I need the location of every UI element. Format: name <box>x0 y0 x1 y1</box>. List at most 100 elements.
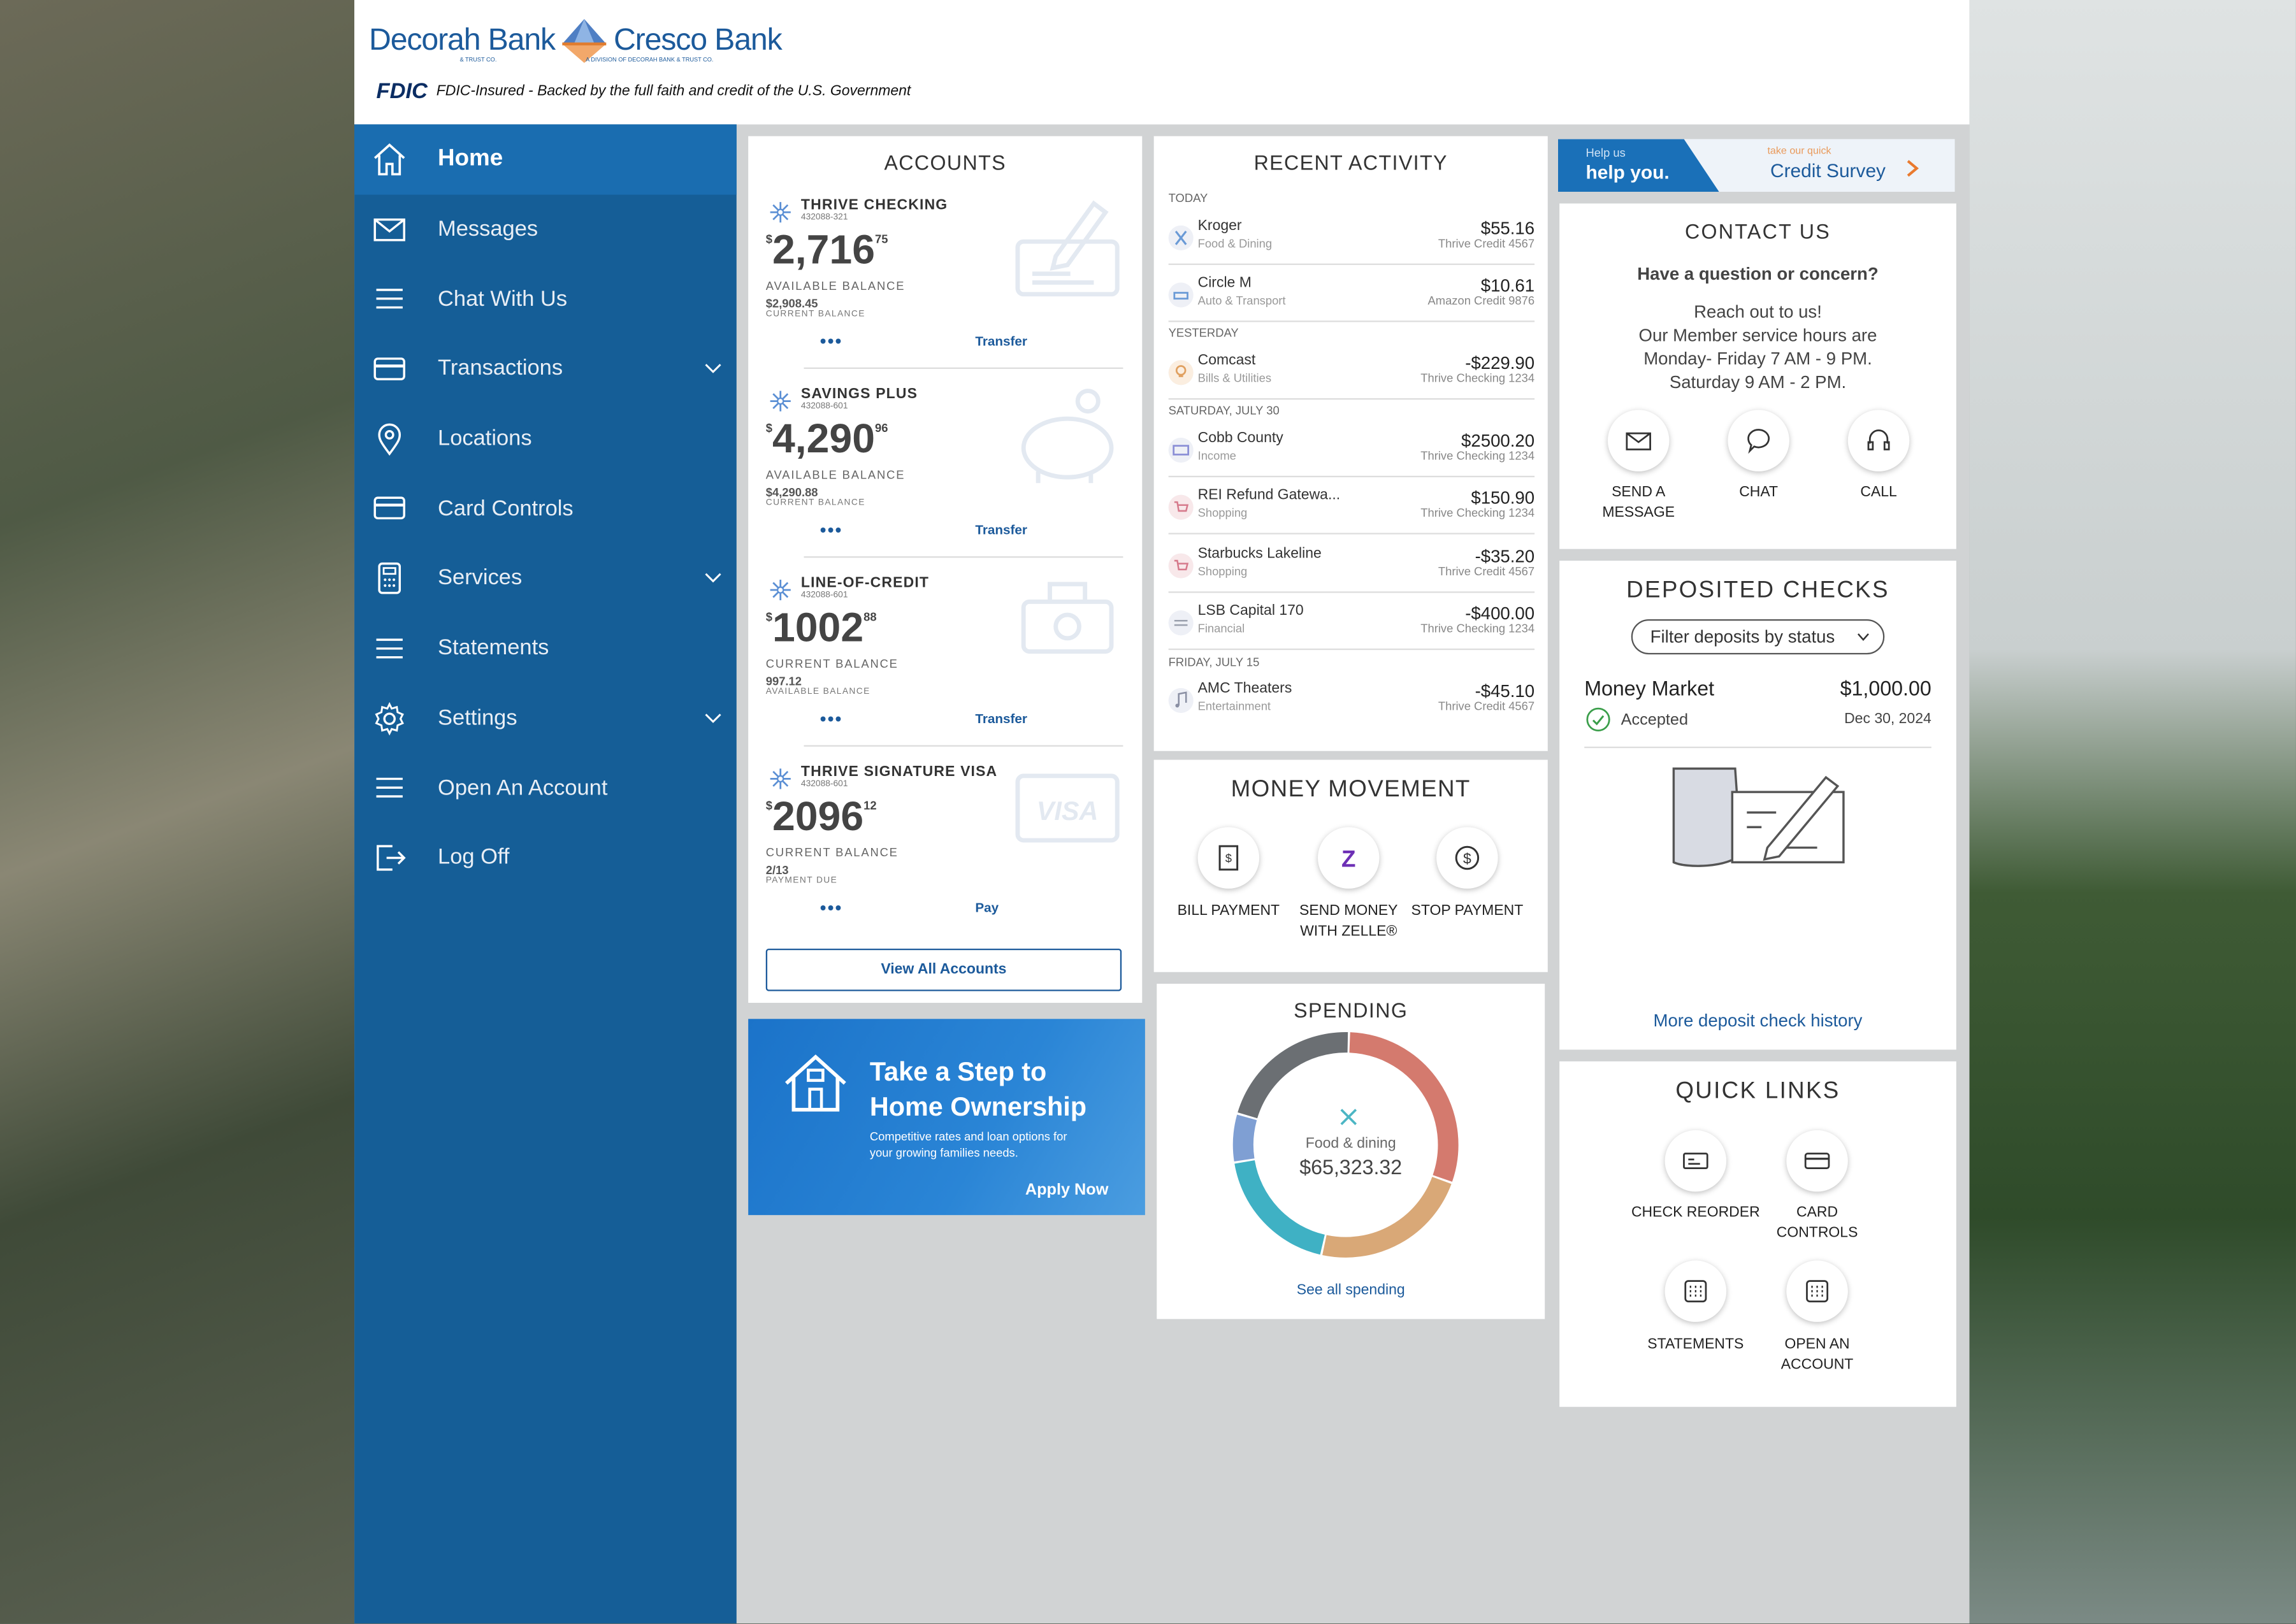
group-label: TODAY <box>1168 192 1208 205</box>
transfer-link[interactable]: Transfer <box>975 522 1027 538</box>
transaction-row[interactable]: Starbucks Lakeline Shopping -$35.20 Thri… <box>1168 546 1535 603</box>
transaction-row[interactable]: REI Refund Gatewa... Shopping $150.90 Th… <box>1168 487 1535 545</box>
more-options-button[interactable]: ••• <box>819 897 843 918</box>
brand-sub-2: A DIVISION OF DECORAH BANK & TRUST CO. <box>586 55 714 63</box>
amount: -$400.00 <box>1465 603 1535 624</box>
sidebar-item-card-controls[interactable]: Card Controls <box>354 473 737 543</box>
account-balance: $2,716 75 <box>765 227 888 273</box>
chevron-down-icon[interactable] <box>704 568 722 586</box>
send-message-button[interactable] <box>1607 410 1670 471</box>
category: Entertainment <box>1197 700 1271 714</box>
accounts-title: ACCOUNTS <box>884 150 1006 175</box>
sidebar-item-chat[interactable]: Chat With Us <box>354 264 737 334</box>
source-account: Thrive Credit 4567 <box>1438 237 1535 250</box>
transfer-link[interactable]: Transfer <box>975 711 1027 726</box>
secondary-label: PAYMENT DUE <box>765 877 838 886</box>
amount: $2500.20 <box>1461 430 1535 451</box>
sidebar-item-locations[interactable]: Locations <box>354 404 737 474</box>
chevron-down-icon <box>1857 633 1869 642</box>
sidebar-item-statements[interactable]: Statements <box>354 613 737 683</box>
transfer-link[interactable]: Transfer <box>975 333 1027 349</box>
music-icon <box>1168 687 1194 714</box>
spending-segment[interactable] <box>1232 1114 1257 1162</box>
open-account-label: OPEN AN ACCOUNT <box>1780 1336 1854 1374</box>
spending-segment[interactable] <box>1322 1176 1452 1258</box>
grid-icon <box>1684 1280 1707 1303</box>
exchange-icon <box>1168 610 1194 636</box>
sidebar-item-log-off[interactable]: Log Off <box>354 823 737 893</box>
filter-status-dropdown[interactable]: Filter deposits by status <box>1631 619 1885 655</box>
account-item[interactable]: THRIVE SIGNATURE VISA 432088-601 $2096 12… <box>766 764 1123 937</box>
more-options-button[interactable]: ••• <box>819 519 843 540</box>
chat-button[interactable] <box>1728 410 1789 471</box>
transaction-row[interactable]: AMC Theaters Entertainment -$45.10 Thriv… <box>1168 680 1535 738</box>
stop-payment-button[interactable]: $ <box>1436 827 1498 889</box>
chevron-down-icon[interactable] <box>704 708 722 726</box>
more-options-button[interactable]: ••• <box>819 331 843 352</box>
sidebar-item-messages[interactable]: Messages <box>354 194 737 264</box>
bill-icon: $ <box>1218 845 1239 871</box>
fdic-notice: FDIC FDIC-Insured - Backed by the full f… <box>377 79 911 104</box>
merchant: LSB Capital 170 <box>1197 603 1304 619</box>
recent-activity-card: RECENT ACTIVITY TODAY Kroger Food & Dini… <box>1153 136 1548 751</box>
account-item[interactable]: LINE-OF-CREDIT 432088-601 $1002 88 CURREN… <box>766 575 1123 748</box>
merchant: Starbucks Lakeline <box>1197 546 1322 563</box>
zelle-label: SEND MONEY WITH ZELLE® <box>1299 903 1398 940</box>
transaction-row[interactable]: Cobb County Income $2500.20 Thrive Check… <box>1168 430 1535 488</box>
bill-payment-button[interactable]: $ <box>1197 827 1260 889</box>
deposit-status: Accepted <box>1621 711 1689 729</box>
account-number: 432088-601 <box>800 780 848 789</box>
more-options-button[interactable]: ••• <box>819 708 843 729</box>
sidebar-item-home[interactable]: Home <box>354 124 737 194</box>
contact-us-card: CONTACT US Have a question or concern? R… <box>1559 203 1956 549</box>
sidebar-item-label: Messages <box>438 217 538 242</box>
deposit-history-link[interactable]: More deposit check history <box>1653 1010 1863 1031</box>
sidebar-item-transactions[interactable]: Transactions <box>354 334 737 404</box>
account-balance: $4,290 96 <box>765 415 888 461</box>
chevron-down-icon[interactable] <box>704 359 722 377</box>
secondary-balance: 2/13 <box>765 863 789 877</box>
source-account: Thrive Credit 4567 <box>1438 700 1535 714</box>
accounts-card: ACCOUNTS THRIVE CHECKING 432088-321 $2,7… <box>748 136 1143 1003</box>
sidebar-item-settings[interactable]: Settings <box>354 683 737 753</box>
credit-survey-banner[interactable]: Help us help you. take our quick Credit … <box>1557 139 1955 192</box>
see-all-spending-link[interactable]: See all spending <box>1296 1282 1405 1299</box>
bank-logo[interactable]: Decorah Bank Cresco Bank & TRUST CO. A D… <box>369 11 783 70</box>
account-item[interactable]: THRIVE CHECKING 432088-321 $2,716 75 AVAI… <box>766 198 1123 370</box>
app-window: Decorah Bank Cresco Bank & TRUST CO. A D… <box>354 0 1970 1624</box>
account-item[interactable]: SAVINGS PLUS 432088-601 $4,290 96 AVAILAB… <box>766 387 1123 559</box>
spending-segment[interactable] <box>1234 1160 1325 1255</box>
transaction-row[interactable]: Kroger Food & Dining $55.16 Thrive Credi… <box>1168 218 1535 275</box>
card-icon <box>373 357 405 380</box>
check-reorder-button[interactable] <box>1664 1130 1727 1192</box>
spending-donut[interactable] <box>1224 1028 1467 1262</box>
home-ownership-promo[interactable]: Take a Step to Home Ownership Competitiv… <box>748 1019 1145 1216</box>
brand-sub-1: & TRUST CO. <box>459 55 497 63</box>
transaction-row[interactable]: Comcast Bills & Utilities -$229.90 Thriv… <box>1168 353 1535 410</box>
car-icon <box>1168 282 1194 308</box>
chevron-right-icon <box>1907 160 1919 177</box>
sidebar-item-open-account[interactable]: Open An Account <box>354 753 737 823</box>
view-all-accounts-button[interactable]: View All Accounts <box>765 948 1122 991</box>
spending-center-label: Food & dining <box>1305 1136 1396 1153</box>
zelle-button[interactable]: Z <box>1318 827 1380 889</box>
dollar-circle-icon: $ <box>1455 845 1480 870</box>
apply-now-link[interactable]: Apply Now <box>1025 1181 1109 1199</box>
spending-segment[interactable] <box>1238 1031 1348 1119</box>
sidebar-item-services[interactable]: Services <box>354 543 737 614</box>
call-button[interactable] <box>1847 410 1910 471</box>
merchant: AMC Theaters <box>1197 680 1292 697</box>
balance-label: AVAILABLE BALANCE <box>765 468 906 482</box>
snowflake-icon <box>770 202 791 223</box>
statements-button[interactable] <box>1664 1260 1727 1322</box>
survey-small-2: take our quick <box>1767 146 1831 157</box>
pay-link[interactable]: Pay <box>975 900 999 916</box>
open-account-button[interactable] <box>1786 1260 1848 1322</box>
card-controls-button[interactable] <box>1786 1130 1848 1192</box>
transaction-row[interactable]: Circle M Auto & Transport $10.61 Amazon … <box>1168 275 1535 333</box>
transaction-row[interactable]: LSB Capital 170 Financial -$400.00 Thriv… <box>1168 603 1535 661</box>
spending-segment[interactable] <box>1349 1032 1459 1182</box>
deposited-checks-card: DEPOSITED CHECKS Filter deposits by stat… <box>1559 561 1956 1050</box>
chat-label: CHAT <box>1739 484 1779 501</box>
cart-icon <box>1168 494 1194 520</box>
